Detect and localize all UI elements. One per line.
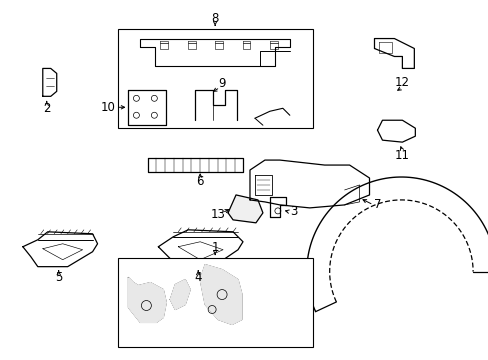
Text: 10: 10 [101, 101, 116, 114]
Polygon shape [170, 280, 190, 310]
Polygon shape [200, 265, 242, 324]
Bar [118, 28, 312, 128]
Text: 2: 2 [43, 102, 50, 115]
Polygon shape [227, 195, 263, 223]
Text: 12: 12 [394, 76, 409, 89]
Text: 1: 1 [211, 241, 219, 254]
Text: 3: 3 [289, 205, 297, 219]
Text: 11: 11 [394, 149, 409, 162]
Text: 7: 7 [373, 198, 381, 211]
Bar [118, 258, 312, 347]
Polygon shape [128, 278, 166, 323]
Text: 5: 5 [55, 271, 62, 284]
Text: 13: 13 [210, 208, 225, 221]
Text: 9: 9 [218, 77, 225, 90]
Text: 6: 6 [196, 175, 203, 189]
Text: 8: 8 [211, 12, 218, 25]
Text: 4: 4 [194, 271, 202, 284]
